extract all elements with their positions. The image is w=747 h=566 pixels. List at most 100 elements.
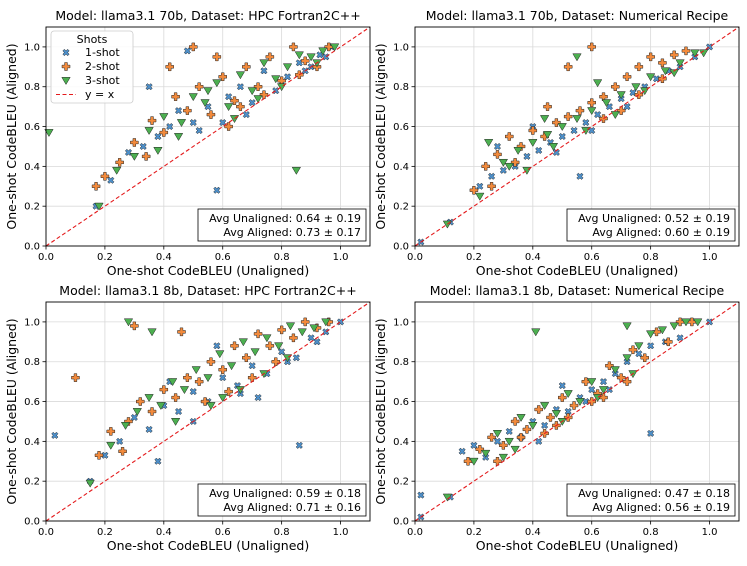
- data-point: [189, 119, 197, 127]
- data-point: [250, 348, 260, 357]
- data-point: [681, 318, 691, 327]
- data-point: [165, 62, 174, 72]
- data-point: [528, 139, 538, 147]
- data-point: [226, 362, 237, 371]
- data-point: [487, 182, 496, 191]
- data-point: [690, 49, 700, 58]
- data-point: [168, 378, 178, 387]
- data-point: [675, 317, 685, 327]
- data-point: [159, 128, 169, 137]
- y-tick-label: 0.8: [393, 357, 409, 368]
- data-point: [259, 59, 269, 68]
- data-point: [116, 437, 124, 445]
- data-point: [546, 413, 555, 422]
- data-point: [558, 393, 567, 402]
- data-point: [248, 99, 256, 107]
- data-point: [156, 402, 166, 411]
- data-point: [106, 441, 116, 450]
- data-point: [145, 83, 153, 91]
- y-tick-label: 0.8: [24, 357, 40, 368]
- data-point: [675, 59, 685, 68]
- series-1-shot: [51, 318, 345, 485]
- data-point: [493, 150, 502, 159]
- y-tick-label: 0.4: [393, 437, 409, 448]
- subplot-4: 0.00.0 0.2 0.2 0.4 0.4 0.6 0.6 0.8 0.8 1.0 1.0 Mode…: [373, 283, 740, 553]
- series-2-shot: [463, 317, 697, 466]
- data-point: [522, 425, 532, 434]
- data-point: [572, 115, 582, 124]
- data-point: [213, 186, 221, 194]
- data-point: [265, 341, 275, 351]
- x-tick-label: 0.0: [38, 527, 54, 538]
- data-point: [516, 414, 526, 422]
- data-point: [324, 42, 334, 52]
- legend-marker: [61, 77, 71, 85]
- subplot-title: Model: llama3.1 8b, Dataset: HPC Fortran…: [59, 283, 356, 298]
- data-point: [493, 457, 502, 466]
- data-point: [610, 366, 620, 375]
- data-point: [183, 47, 191, 55]
- data-point: [153, 147, 163, 155]
- data-point: [475, 445, 485, 454]
- series-3-shot: [442, 318, 703, 502]
- legend-entry: y = x: [85, 88, 115, 101]
- legend-title: Shots: [77, 33, 108, 46]
- data-point: [147, 407, 157, 416]
- data-point: [174, 407, 183, 416]
- data-point: [139, 142, 147, 151]
- y-tick-label: 0.0: [393, 242, 409, 253]
- data-point: [219, 374, 227, 382]
- data-point: [681, 46, 691, 56]
- y-tick-label: 0.0: [393, 517, 409, 528]
- data-point: [488, 172, 496, 180]
- diagonal-line: [414, 301, 740, 522]
- data-point: [44, 129, 54, 138]
- data-point: [487, 433, 496, 442]
- data-point: [51, 431, 59, 439]
- data-point: [551, 410, 562, 418]
- data-point: [174, 107, 183, 115]
- data-point: [570, 126, 578, 135]
- data-point: [610, 111, 620, 120]
- x-axis-label: One-shot CodeBLEU (Unaligned): [476, 538, 678, 553]
- data-point: [253, 95, 263, 104]
- x-tick-label: 0.4: [525, 252, 541, 263]
- data-point: [254, 394, 262, 402]
- data-point: [330, 43, 340, 52]
- data-point: [669, 322, 679, 331]
- data-point: [291, 166, 302, 175]
- data-point: [539, 115, 550, 124]
- y-tick-label: 0.6: [24, 122, 40, 133]
- data-point: [623, 103, 631, 111]
- data-point: [513, 147, 523, 155]
- y-tick-label: 0.2: [24, 477, 40, 488]
- stat-unaligned: Avg Unaligned: 0.52 ± 0.19: [578, 212, 730, 225]
- data-point: [204, 103, 212, 111]
- series-3-shot: [44, 43, 340, 211]
- x-axis-label: One-shot CodeBLEU (Unaligned): [476, 263, 678, 278]
- stats-box: [197, 483, 367, 517]
- data-point: [587, 107, 597, 116]
- diagonal-line: [45, 26, 371, 247]
- series-3-shot: [442, 49, 709, 229]
- data-point: [130, 413, 138, 422]
- data-point: [563, 62, 573, 72]
- data-point: [575, 106, 585, 115]
- x-tick-label: 1.0: [333, 252, 349, 263]
- data-point: [144, 127, 154, 136]
- data-point: [505, 427, 513, 435]
- data-point: [463, 457, 473, 466]
- data-point: [183, 373, 192, 382]
- data-point: [278, 348, 286, 356]
- data-point: [481, 162, 490, 171]
- x-tick-label: 0.0: [38, 252, 54, 263]
- subplot-3: 0.00.0 0.2 0.2 0.4 0.4 0.6 0.6 0.8 0.8 1.0 1.0 Mode…: [4, 283, 371, 553]
- data-point: [292, 354, 300, 362]
- x-tick-label: 0.4: [156, 527, 172, 538]
- y-tick-label: 0.8: [24, 82, 40, 93]
- data-point: [541, 421, 549, 429]
- data-point: [504, 437, 514, 446]
- data-point: [132, 408, 142, 416]
- data-point: [539, 402, 550, 411]
